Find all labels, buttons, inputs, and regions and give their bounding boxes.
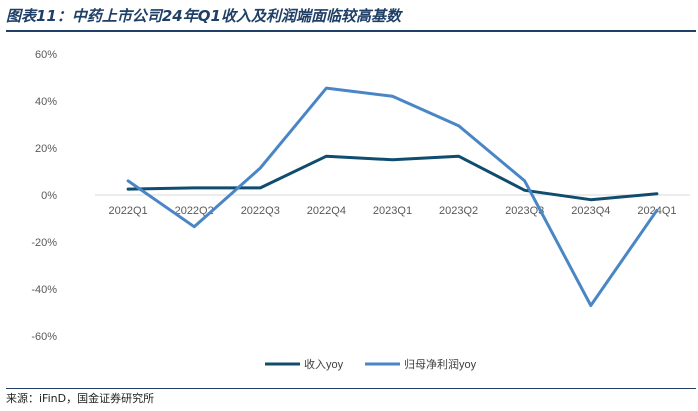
- line-chart: 60%40%20%0%-20%-40%-60% 2022Q1 2022Q2 2022…: [31, 49, 690, 371]
- y-tick-label: 60%: [35, 49, 57, 61]
- x-tick-label: 2023Q1: [373, 205, 412, 217]
- series-line-1: [126, 154, 659, 202]
- y-tick-label: 40%: [35, 96, 57, 108]
- series-lines: [126, 86, 659, 307]
- figure-title: 图表11：中药上市公司24年Q1收入及利润端面临较高基数: [6, 4, 696, 32]
- x-tick-label: 2023Q2: [439, 205, 478, 217]
- legend-label: 归母净利润yoy: [404, 357, 477, 371]
- legend: 收入yoy 归母净利润yoy: [265, 357, 477, 371]
- legend-label: 收入yoy: [304, 357, 344, 371]
- x-tick-label: 2023Q4: [571, 205, 610, 217]
- figure-source: 来源：iFinD，国金证券研究所: [6, 388, 696, 411]
- y-tick-label: 0%: [41, 190, 57, 202]
- x-axis: 2022Q1 2022Q2 2022Q3 2022Q4 2023Q1 2023Q2 2023…: [108, 205, 676, 217]
- y-tick-label: 20%: [35, 143, 57, 155]
- y-axis: 60% 40% 20% 0% -20% -40% -60%: [31, 49, 57, 343]
- x-tick-label: 2022Q1: [108, 205, 147, 217]
- series-line-2: [126, 86, 659, 307]
- y-tick-label: -20%: [31, 237, 57, 249]
- y-tick-label: -60%: [31, 331, 57, 343]
- x-tick-label: 2022Q2: [175, 205, 214, 217]
- y-tick-label: -40%: [31, 284, 57, 296]
- x-tick-label: 2022Q3: [241, 205, 280, 217]
- x-tick-label: 2023Q3: [505, 205, 544, 217]
- x-tick-label: 2022Q4: [307, 205, 346, 217]
